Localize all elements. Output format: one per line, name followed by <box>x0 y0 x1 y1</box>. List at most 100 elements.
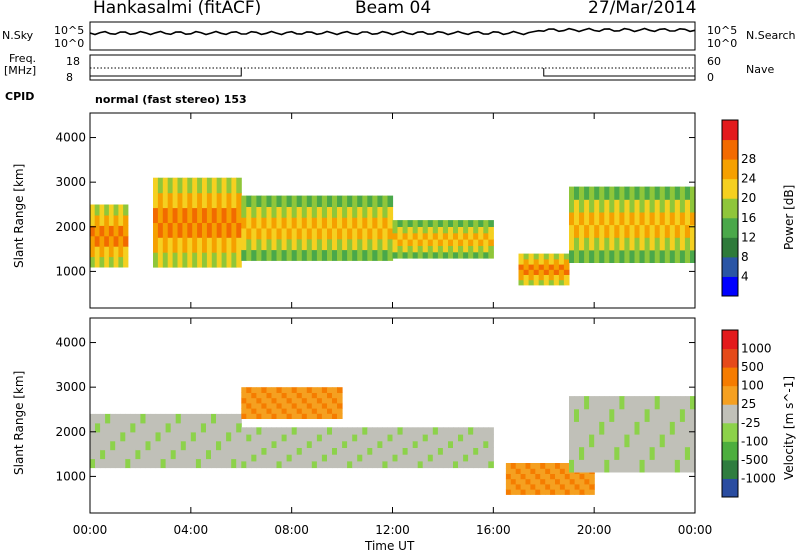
heatmap-cell-0-0 <box>123 214 129 226</box>
heatmap-cell-0-5 <box>634 199 641 213</box>
heatmap-cell-1-0 <box>236 449 242 460</box>
heatmap-cell-0-0 <box>113 256 119 268</box>
heatmap-cell-1-1 <box>296 434 303 442</box>
heatmap-cell-0-2 <box>316 206 323 218</box>
heatmap-cell-0-2 <box>372 195 378 207</box>
heatmap-cell-0-3 <box>473 245 479 253</box>
heatmap-cell-0-1 <box>177 252 183 268</box>
heatmap-cell-0-4 <box>558 279 565 286</box>
freq-label: Freq. <box>9 52 37 65</box>
heatmap-cell-1-1 <box>448 460 454 469</box>
heatmap-cell-1-3 <box>564 463 571 469</box>
heatmap-cell-0-2 <box>251 227 257 240</box>
heatmap-cell-1-1 <box>266 447 273 455</box>
heatmap-cell-1-0 <box>175 422 182 433</box>
heatmap-cell-1-1 <box>483 440 489 448</box>
heatmap-cell-0-2 <box>241 217 247 229</box>
heatmap-cell-0-2 <box>372 206 378 218</box>
heatmap-cell-1-0 <box>105 413 111 424</box>
heatmap-cell-0-1 <box>192 237 198 253</box>
colorbar-tick-1-5: -100 <box>741 434 768 448</box>
heatmap-cell-1-1 <box>422 454 429 462</box>
heatmap-cell-1-4 <box>629 396 636 410</box>
heatmap-cell-0-3 <box>392 239 399 246</box>
heatmap-cell-1-4 <box>624 434 630 448</box>
station-title: Hankasalmi (fitACF) <box>93 0 262 18</box>
heatmap-cell-0-2 <box>357 227 363 240</box>
heatmap-cell-1-4 <box>599 446 605 460</box>
heatmap-cell-0-5 <box>624 186 630 200</box>
heatmap-cell-1-2 <box>281 413 288 419</box>
heatmap-cell-1-0 <box>115 458 121 469</box>
heatmap-cell-1-4 <box>569 396 575 410</box>
heatmap-cell-0-3 <box>458 251 464 259</box>
heatmap-cell-1-0 <box>180 422 187 433</box>
heatmap-cell-1-3 <box>540 463 546 469</box>
heatmap-cell-0-5 <box>679 186 686 200</box>
heatmap-cell-0-3 <box>453 226 459 234</box>
heatmap-cell-1-1 <box>316 454 323 462</box>
heatmap-cell-1-0 <box>155 440 162 451</box>
heatmap-cell-0-2 <box>281 195 288 207</box>
heatmap-cell-1-2 <box>266 387 273 393</box>
heatmap-cell-0-2 <box>261 249 267 261</box>
heatmap-cell-0-3 <box>437 239 444 246</box>
heatmap-cell-1-1 <box>432 460 439 469</box>
heatmap-cell-1-1 <box>432 427 439 435</box>
heatmap-cell-0-5 <box>584 224 590 238</box>
heatmap-cell-0-2 <box>261 206 267 218</box>
heatmap-cell-0-3 <box>478 232 484 240</box>
heatmap-cell-0-2 <box>342 217 348 229</box>
heatmap-cell-1-3 <box>589 483 595 490</box>
heatmap-cell-1-1 <box>251 454 257 462</box>
heatmap-cell-0-5 <box>614 237 620 251</box>
heatmap-cell-0-2 <box>362 195 368 207</box>
heatmap-cell-0-5 <box>619 211 625 226</box>
heatmap-cell-0-2 <box>291 249 298 261</box>
heatmap-cell-0-3 <box>397 220 404 227</box>
heatmap-cell-0-1 <box>197 237 203 253</box>
heatmap-cell-1-1 <box>417 447 424 455</box>
heatmap-cell-1-2 <box>266 402 273 409</box>
heatmap-cell-1-4 <box>664 421 671 435</box>
heatmap-cell-0-2 <box>342 227 348 240</box>
colorbar-swatch-1-2 <box>722 441 738 461</box>
heatmap-cell-1-3 <box>530 473 536 480</box>
heatmap-cell-1-4 <box>574 459 580 473</box>
heatmap-cell-1-2 <box>337 392 343 399</box>
heatmap-cell-0-4 <box>518 269 525 275</box>
heatmap-cell-1-1 <box>422 460 429 469</box>
heatmap-cell-1-4 <box>659 421 666 435</box>
heatmap-cell-0-5 <box>609 224 615 238</box>
heatmap-cell-0-1 <box>216 177 223 194</box>
heatmap-cell-0-2 <box>286 227 293 240</box>
heatmap-cell-1-0 <box>195 422 202 433</box>
heatmap-cell-1-4 <box>659 396 666 410</box>
heatmap-cell-1-3 <box>520 463 527 469</box>
heatmap-cell-0-2 <box>281 249 288 261</box>
heatmap-cell-0-4 <box>548 258 555 265</box>
heatmap-cell-0-2 <box>352 227 358 240</box>
heatmap-cell-1-3 <box>525 478 531 485</box>
heatmap-cell-1-1 <box>422 434 429 442</box>
heatmap-cell-0-2 <box>362 217 368 229</box>
heatmap-cell-1-4 <box>684 434 691 448</box>
heatmap-cell-1-1 <box>372 454 378 462</box>
heatmap-cell-1-0 <box>206 458 212 469</box>
heatmap-cell-1-4 <box>669 446 676 460</box>
heatmap-cell-0-0 <box>118 235 124 247</box>
heatmap-cell-0-5 <box>614 211 620 226</box>
heatmap-cell-0-2 <box>301 249 308 261</box>
heatmap-cell-0-2 <box>261 227 267 240</box>
heatmap-cell-1-1 <box>281 427 288 435</box>
colorbar-swatch-1-0 <box>722 478 738 498</box>
heatmap-cell-0-2 <box>311 217 318 229</box>
heatmap-cell-0-5 <box>679 237 686 251</box>
ytick-label-1-1: 2000 <box>55 425 86 439</box>
heatmap-cell-1-4 <box>594 446 600 460</box>
heatmap-cell-0-2 <box>321 217 328 229</box>
heatmap-cell-1-1 <box>372 427 378 435</box>
heatmap-cell-1-4 <box>690 396 696 410</box>
heatmap-cell-1-2 <box>337 397 343 404</box>
heatmap-cell-1-2 <box>286 392 293 399</box>
